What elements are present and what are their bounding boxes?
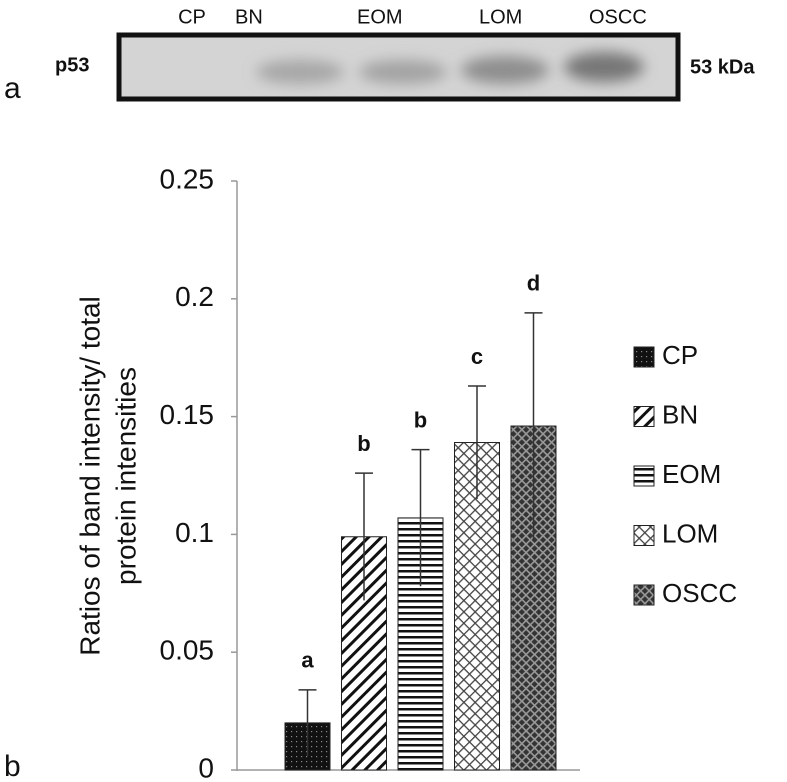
y-tick-label: 0.2 xyxy=(175,281,214,312)
lane-label: OSCC xyxy=(589,6,647,28)
legend-label: CP xyxy=(662,340,698,370)
y-tick-label: 0.1 xyxy=(175,517,214,548)
y-tick-label: 0.25 xyxy=(160,163,215,194)
y-axis-title: protein intensities xyxy=(110,367,141,585)
y-tick-label: 0 xyxy=(198,752,214,782)
legend-swatch xyxy=(633,406,655,427)
lane-label: CP xyxy=(178,6,206,28)
y-tick-label: 0.15 xyxy=(160,399,215,430)
legend-swatch xyxy=(633,525,655,546)
legend-swatch xyxy=(633,346,655,368)
legend-swatch xyxy=(633,465,655,487)
legend-swatch xyxy=(633,584,655,606)
lane-label: EOM xyxy=(357,6,403,28)
panel-label: b xyxy=(4,750,21,782)
y-axis-title: Ratios of band intensity/ total xyxy=(74,296,105,656)
legend-label: OSCC xyxy=(662,578,737,608)
y-tick-label: 0.05 xyxy=(160,635,215,666)
legend-label: LOM xyxy=(662,518,718,548)
legend-label: EOM xyxy=(662,459,721,489)
significance-letter: c xyxy=(471,344,483,369)
size-label: 53 kDa xyxy=(690,56,755,78)
significance-letter: a xyxy=(301,648,314,673)
significance-letter: d xyxy=(527,271,540,296)
panel-label: a xyxy=(4,72,21,105)
lane-label: LOM xyxy=(479,6,522,28)
legend-label: BN xyxy=(662,399,698,429)
significance-letter: b xyxy=(414,407,427,432)
protein-label: p53 xyxy=(55,54,89,76)
significance-letter: b xyxy=(357,431,370,456)
blot-bands xyxy=(256,52,644,84)
lane-label: BN xyxy=(235,6,263,28)
